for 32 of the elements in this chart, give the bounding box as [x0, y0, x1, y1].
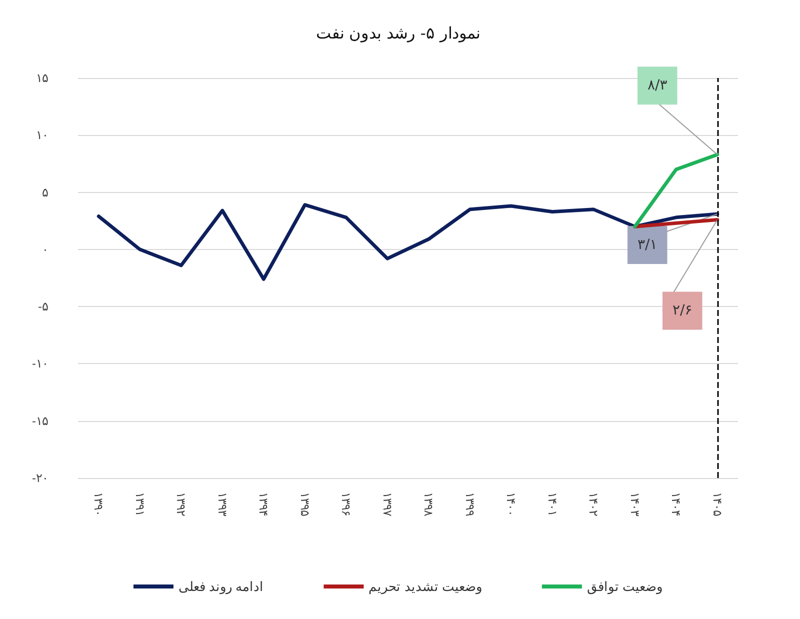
x-tick-label: ۱۳۹۹ [462, 492, 477, 516]
x-tick-label: ۱۴۰۱ [545, 492, 560, 516]
x-tick-label: ۱۳۹۲ [174, 492, 188, 516]
y-tick-label: -۱۰ [32, 356, 48, 371]
x-tick-label: ۱۳۹۵ [298, 492, 312, 516]
x-tick-label: ۱۴۰۳ [628, 492, 642, 517]
x-tick-label: ۱۳۹۸ [422, 492, 436, 517]
line-series [96, 203, 720, 281]
legend-label: وضعیت توافق [586, 579, 663, 595]
y-tick-label: ۱۰ [36, 128, 48, 142]
y-tick-label: -۲۰ [32, 471, 48, 485]
y-tick-label: ۰ [42, 242, 48, 256]
x-tick-label: ۱۳۹۷ [380, 492, 394, 517]
chart-title: نمودار ۵- رشد بدون نفت [316, 24, 480, 42]
y-tick-label: -۵ [38, 300, 48, 314]
x-tick-label: ۱۳۹۴ [256, 492, 271, 516]
x-tick-label: ۱۳۹۰ [92, 492, 106, 516]
x-tick-label: ۱۴۰۴ [669, 492, 684, 516]
x-tick-label: ۱۳۹۱ [132, 492, 147, 516]
x-tick-label: ۱۴۰۵ [710, 492, 724, 516]
annotation: ۸/۳ [647, 78, 668, 94]
annotation: ۳/۱ [637, 237, 658, 253]
annotation: ۲/۶ [672, 302, 692, 319]
y-tick-label: -۱۵ [32, 414, 48, 428]
y-tick-label: ۱۵ [36, 71, 48, 85]
x-tick-label: ۱۳۹۳ [215, 492, 230, 517]
x-tick-label: ۱۴۰۰ [504, 492, 518, 516]
x-tick-label: ۱۴۰۲ [586, 492, 601, 516]
legend-label: ادامه روند فعلی [178, 579, 264, 595]
y-tick-label: ۵ [42, 185, 48, 200]
x-tick-label: ۱۳۹۶ [339, 492, 354, 516]
legend-label: وضعیت تشدید تحریم [368, 579, 482, 595]
